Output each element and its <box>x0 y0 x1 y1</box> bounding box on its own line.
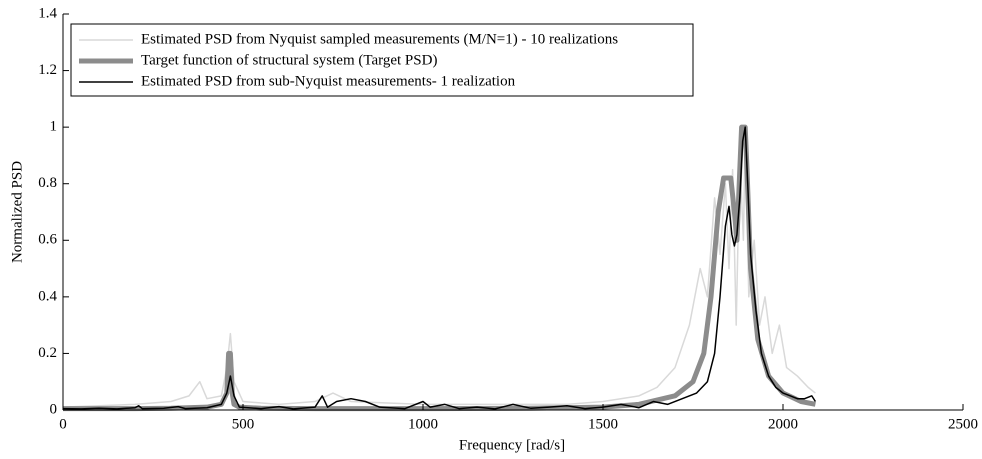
y-tick-label: 0 <box>50 401 58 417</box>
y-tick-label: 0.2 <box>38 345 57 361</box>
x-tick-label: 1500 <box>588 416 618 432</box>
series-line <box>62 134 816 408</box>
x-tick-label: 1000 <box>408 416 438 432</box>
x-tick-label: 2000 <box>768 416 798 432</box>
x-tick-label: 0 <box>59 416 67 432</box>
x-tick-label: 2500 <box>948 416 978 432</box>
y-tick-label: 0.8 <box>38 175 57 191</box>
y-tick-label: 1.4 <box>38 5 57 21</box>
legend-label: Target function of structural system (Ta… <box>141 52 437 68</box>
y-tick-label: 0.4 <box>38 288 57 304</box>
y-axis-label: Normalized PSD <box>9 161 25 263</box>
y-tick-label: 1.2 <box>38 62 57 78</box>
y-tick-label: 0.6 <box>38 232 57 248</box>
legend-box <box>70 23 694 97</box>
y-tick-label: 1 <box>50 119 58 135</box>
legend-label: Estimated PSD from sub-Nyquist measureme… <box>141 73 516 89</box>
series-line <box>62 126 817 410</box>
x-axis-label: Frequency [rad/s] <box>459 437 565 453</box>
x-tick-label: 500 <box>232 416 255 432</box>
series-line <box>63 124 816 412</box>
legend-label: Estimated PSD from Nyquist sampled measu… <box>141 31 618 47</box>
